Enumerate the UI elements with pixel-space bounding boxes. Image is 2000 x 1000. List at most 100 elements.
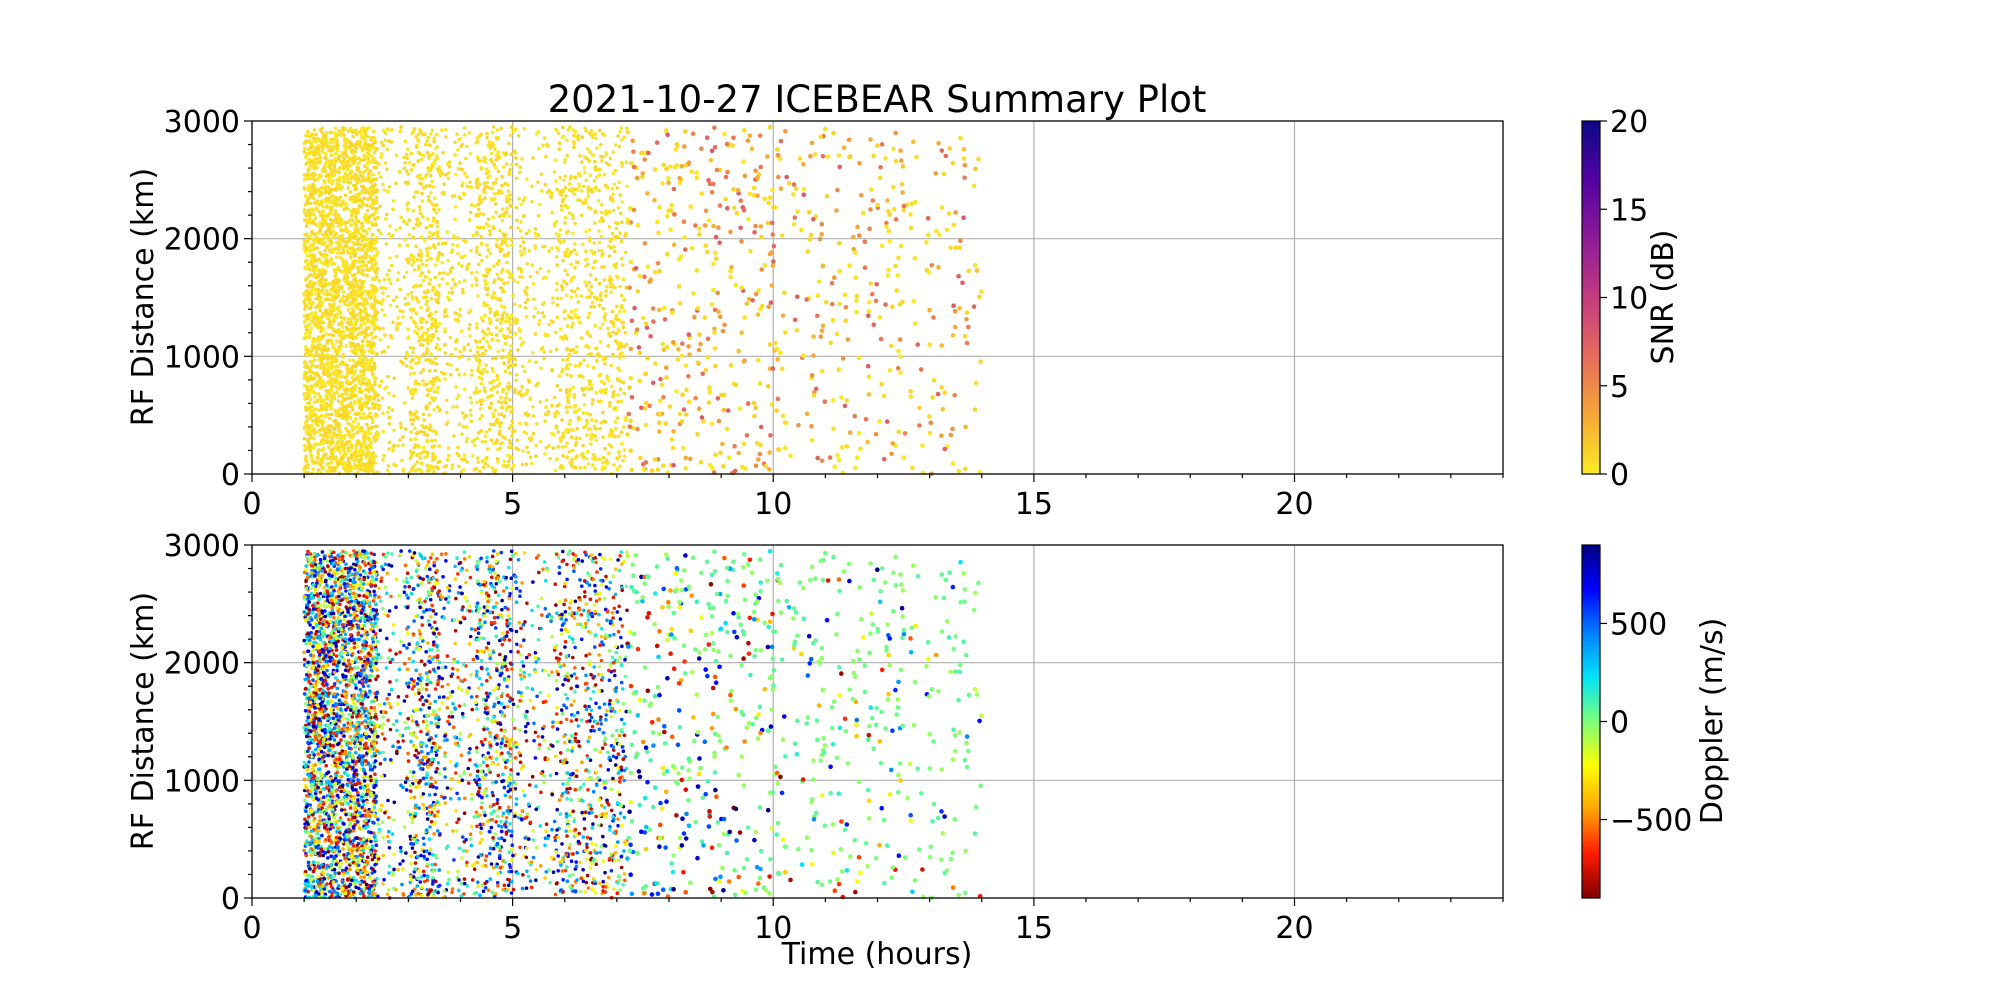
scatter-point	[318, 229, 322, 233]
scatter-point	[503, 436, 508, 440]
scatter-point	[574, 436, 578, 440]
scatter-point	[374, 195, 379, 200]
scatter-point	[361, 263, 365, 268]
scatter-point	[405, 352, 409, 357]
scatter-point	[427, 154, 431, 158]
scatter-point	[528, 455, 533, 459]
scatter-point	[371, 406, 375, 410]
scatter-point	[314, 139, 318, 143]
scatter-point	[522, 369, 527, 374]
scatter-point	[329, 460, 334, 465]
scatter-point	[590, 402, 595, 406]
scatter-point	[437, 321, 442, 326]
scatter-point	[345, 379, 350, 384]
scatter-point	[333, 126, 338, 131]
scatter-point	[669, 310, 675, 316]
scatter-point	[612, 208, 616, 213]
scatter-point	[303, 232, 307, 237]
scatter-point	[510, 243, 514, 247]
scatter-point	[474, 276, 478, 281]
scatter-point	[582, 358, 586, 363]
scatter-point	[709, 302, 715, 307]
scatter-point	[728, 229, 733, 235]
scatter-point	[312, 400, 317, 405]
scatter-point	[481, 398, 485, 403]
scatter-point	[309, 176, 313, 181]
scatter-point	[352, 194, 356, 199]
scatter-point	[556, 430, 560, 434]
scatter-point	[632, 305, 637, 311]
scatter-point	[434, 310, 438, 314]
scatter-point	[474, 181, 479, 185]
scatter-point	[307, 334, 312, 339]
scatter-point	[435, 145, 439, 149]
scatter-point	[731, 135, 736, 141]
scatter-point	[450, 291, 455, 295]
scatter-point	[618, 231, 622, 235]
scatter-point	[498, 228, 502, 233]
scatter-point	[443, 241, 448, 245]
scatter-point	[318, 363, 323, 368]
scatter-point	[324, 367, 329, 371]
scatter-point	[316, 160, 321, 165]
scatter-point	[354, 336, 359, 340]
scatter-point	[343, 375, 347, 379]
scatter-point	[309, 360, 314, 364]
scatter-point	[707, 384, 712, 390]
scatter-point	[565, 395, 570, 399]
scatter-point	[506, 326, 511, 331]
scatter-point	[430, 128, 435, 133]
scatter-point	[362, 401, 366, 406]
scatter-point	[348, 171, 353, 176]
scatter-point	[307, 400, 312, 405]
scatter-point	[368, 296, 373, 300]
scatter-point	[429, 334, 434, 338]
scatter-point	[381, 326, 385, 331]
scatter-point	[420, 325, 424, 330]
scatter-point	[432, 408, 436, 412]
scatter-point	[560, 445, 565, 449]
scatter-point	[316, 468, 321, 472]
scatter-point	[474, 250, 479, 254]
scatter-point	[572, 275, 576, 279]
scatter-point	[433, 196, 437, 200]
scatter-point	[350, 454, 354, 459]
scatter-point	[313, 442, 317, 446]
scatter-point	[382, 278, 387, 282]
scatter-point	[394, 295, 399, 299]
scatter-point	[314, 267, 318, 272]
scatter-point	[351, 134, 355, 139]
scatter-point	[306, 236, 310, 241]
scatter-point	[410, 422, 415, 426]
scatter-point	[387, 277, 392, 282]
scatter-point	[326, 263, 331, 267]
scatter-point	[527, 359, 532, 363]
scatter-point	[591, 434, 596, 438]
scatter-point	[338, 435, 343, 440]
scatter-point	[318, 155, 323, 160]
scatter-point	[356, 398, 361, 402]
scatter-point	[351, 241, 355, 245]
scatter-point	[553, 158, 558, 162]
scatter-point	[377, 171, 381, 175]
scatter-point	[589, 284, 594, 289]
scatter-point	[680, 392, 685, 398]
scatter-point	[496, 349, 501, 354]
scatter-point	[467, 218, 472, 222]
scatter-point	[414, 361, 418, 366]
scatter-point	[349, 209, 353, 213]
scatter-point	[499, 126, 504, 131]
scatter-point	[446, 258, 450, 263]
scatter-point	[464, 144, 469, 149]
scatter-point	[415, 217, 420, 221]
scatter-point	[413, 190, 418, 195]
scatter-point	[482, 352, 487, 357]
scatter-point	[696, 347, 702, 353]
scatter-point	[579, 452, 583, 457]
scatter-point	[344, 271, 348, 276]
scatter-point	[349, 290, 354, 295]
scatter-point	[598, 326, 602, 330]
scatter-point	[374, 177, 379, 181]
scatter-point	[334, 290, 339, 294]
scatter-point	[413, 426, 417, 431]
